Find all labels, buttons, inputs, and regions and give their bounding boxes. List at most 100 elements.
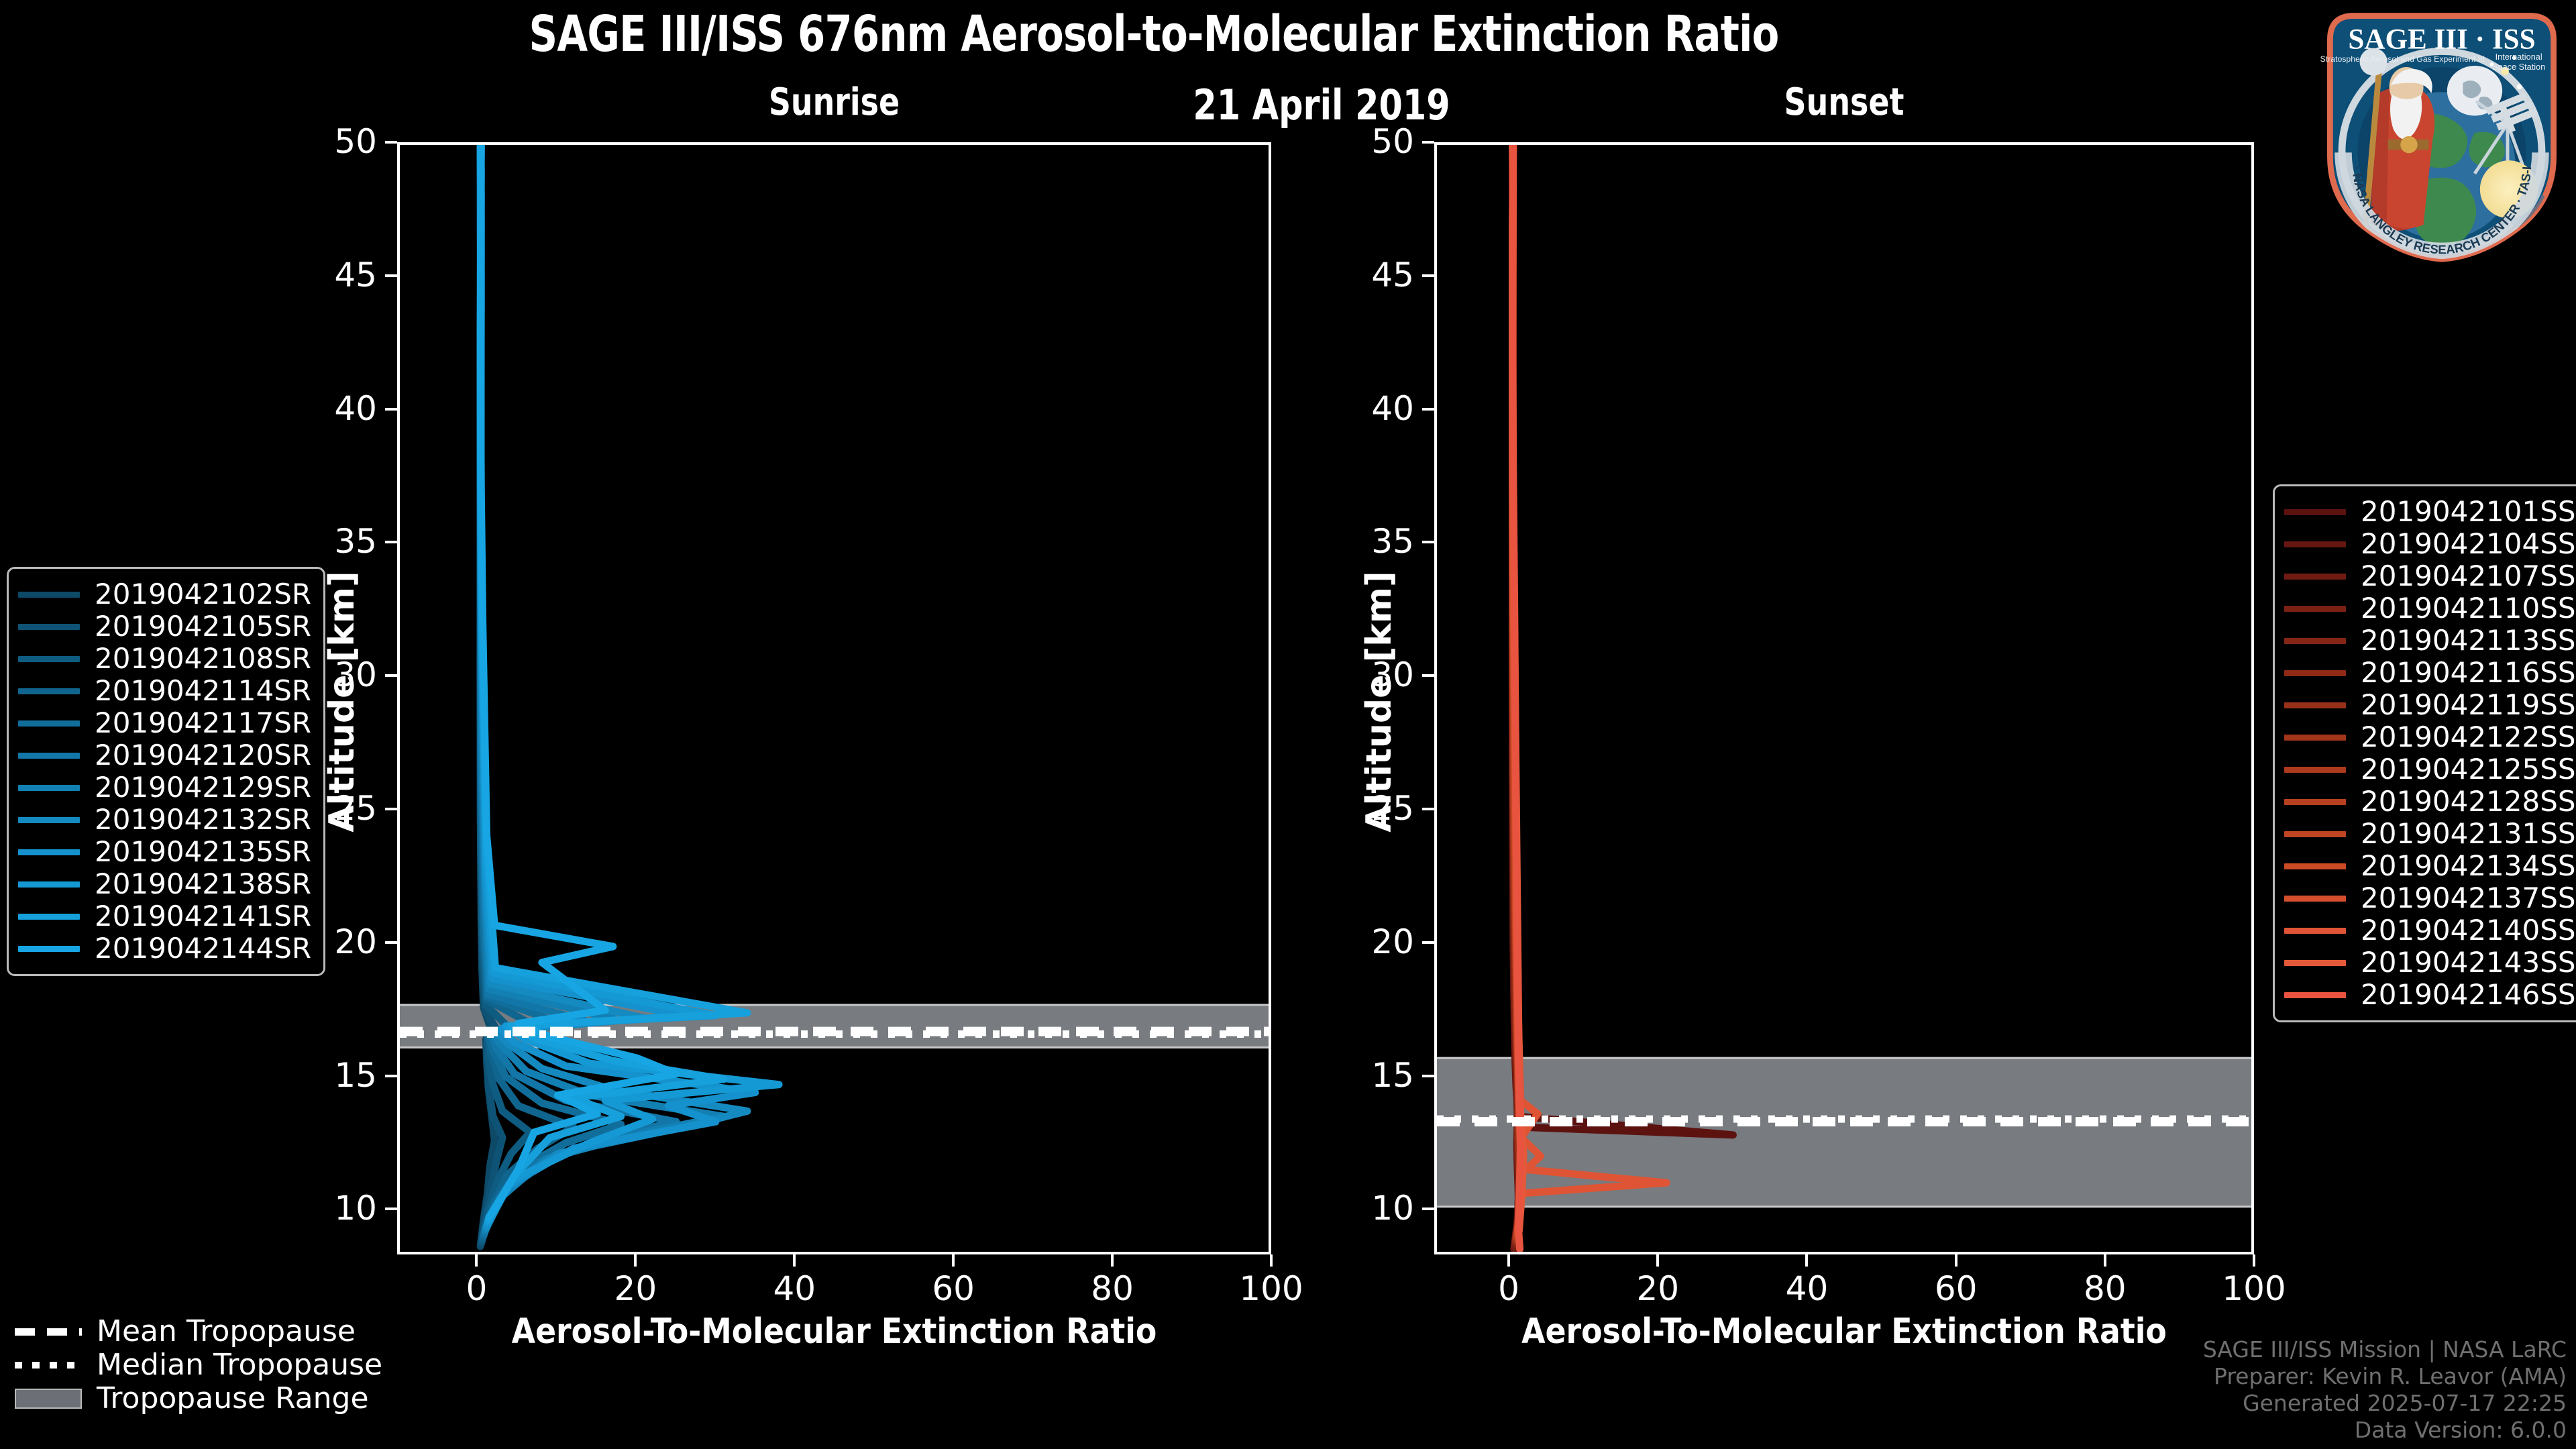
x-axis-tick-label: 40 [1785,1269,1829,1308]
credit-line-version: Data Version: 6.0.0 [2354,1417,2567,1443]
legend-label: 2019042131SS [2361,817,2576,850]
legend-line-icon [18,945,80,952]
legend-item[interactable]: 2019042110SS [2284,592,2576,625]
legend-label: 2019042143SS [2361,946,2576,979]
y-axis-tick-label: 45 [334,255,377,294]
legend-label: 2019042128SS [2361,785,2576,818]
legend-item[interactable]: 2019042146SS [2284,979,2576,1011]
legend-label: 2019042119SS [2361,688,2576,721]
legend-label-range: Tropopause Range [97,1381,369,1415]
legend-item[interactable]: 2019042104SS [2284,528,2576,560]
legend-item[interactable]: 2019042132SR [18,804,311,836]
y-axis-tick [385,674,397,678]
dashed-line-icon [15,1328,82,1336]
y-axis-tick-label: 25 [1371,789,1414,828]
legend-label: 2019042116SS [2361,656,2576,689]
credits-block: SAGE III/ISS Mission | NASA LaRC Prepare… [2203,1336,2567,1444]
y-axis-tick [385,274,397,277]
legend-line-icon [18,849,80,855]
x-axis-tick [793,1254,796,1267]
credit-line-preparer: Preparer: Kevin R. Leavor (AMA) [2214,1363,2567,1389]
y-axis-tick-label: 50 [1371,122,1414,161]
legend-item[interactable]: 2019042141SR [18,900,311,932]
legend-item[interactable]: 2019042105SR [18,610,311,643]
legend-label: 2019042114SR [95,674,312,707]
legend-label: 2019042144SR [95,932,312,965]
legend-line-icon [2284,798,2346,805]
y-axis-tick [1422,674,1434,678]
legend-item[interactable]: 2019042117SR [18,707,311,739]
sunset-y-axis-label: Altitude [km] [1359,571,1399,833]
legend-item[interactable]: 2019042107SS [2284,560,2576,592]
sunrise-panel-header: Sunrise [768,80,900,124]
legend-item[interactable]: 2019042108SR [18,643,311,675]
legend-item[interactable]: 2019042137SS [2284,882,2576,914]
legend-item[interactable]: 2019042116SS [2284,657,2576,689]
y-axis-tick-label: 10 [1371,1189,1414,1228]
legend-item[interactable]: 2019042143SS [2284,947,2576,979]
x-axis-tick [1111,1254,1114,1267]
y-axis-tick [385,808,397,810]
legend-item[interactable]: 2019042125SS [2284,753,2576,786]
legend-item[interactable]: 2019042122SS [2284,721,2576,753]
legend-line-icon [2284,895,2346,902]
legend-line-icon [2284,734,2346,741]
dotted-line-icon [15,1362,82,1368]
legend-line-icon [2284,991,2346,998]
legend-item-median-tropopause: Median Tropopause [15,1348,382,1382]
y-axis-tick-label: 40 [334,388,377,428]
x-axis-tick [1270,1254,1273,1267]
legend-item[interactable]: 2019042120SR [18,739,311,771]
legend-label: 2019042108SR [95,642,312,675]
y-axis-tick [385,141,397,144]
legend-label: 2019042104SS [2361,527,2576,560]
sunrise-legend[interactable]: 2019042102SR 2019042105SR 2019042108SR 2019… [7,567,326,976]
y-axis-tick [1422,808,1434,810]
legend-line-icon [18,752,80,759]
legend-line-icon [2284,637,2346,644]
y-axis-tick-label: 15 [1371,1055,1414,1095]
legend-label: 2019042107SS [2361,559,2576,592]
x-axis-tick-label: 40 [773,1269,816,1308]
legend-item[interactable]: 2019042129SR [18,771,311,804]
mission-patch-icon: SAGE III · ISS Stratospheric Aerosol and… [2306,0,2557,262]
legend-item[interactable]: 2019042101SS [2284,496,2576,528]
legend-item[interactable]: 2019042135SR [18,836,311,868]
legend-item[interactable]: 2019042113SS [2284,625,2576,657]
legend-line-icon [2284,605,2346,612]
legend-item[interactable]: 2019042138SR [18,868,311,900]
legend-line-icon [18,881,80,888]
legend-label: 2019042146SS [2361,978,2576,1011]
legend-item[interactable]: 2019042131SS [2284,818,2576,850]
legend-label: 2019042134SS [2361,849,2576,882]
sunrise-plot-area [400,145,1269,1252]
y-axis-tick [1422,941,1434,944]
y-axis-tick [385,541,397,544]
legend-label: 2019042132SR [95,803,312,836]
x-axis-tick [2253,1254,2255,1267]
legend-label: 2019042135SR [95,835,312,868]
credit-line-mission: SAGE III/ISS Mission | NASA LaRC [2202,1336,2567,1362]
legend-line-icon [18,784,80,791]
legend-label-mean: Mean Tropopause [97,1314,356,1348]
x-axis-tick-label: 100 [1239,1269,1303,1308]
x-axis-tick [1656,1254,1660,1267]
legend-line-icon [2284,573,2346,580]
legend-item[interactable]: 2019042128SS [2284,786,2576,818]
legend-line-icon [18,688,80,694]
legend-item[interactable]: 2019042134SS [2284,850,2576,882]
sunset-legend[interactable]: 2019042101SS 2019042104SS 2019042107SS 2019… [2273,484,2576,1022]
legend-item[interactable]: 2019042102SR [18,578,311,610]
y-axis-tick-label: 50 [334,122,377,161]
credit-line-generated: Generated 2025-07-17 22:25 [2243,1390,2567,1416]
x-axis-tick [634,1254,637,1267]
date-title: 21 April 2019 [1193,80,1450,129]
legend-item[interactable]: 2019042144SR [18,932,311,965]
legend-line-icon [2284,927,2346,934]
legend-item[interactable]: 2019042114SR [18,675,311,707]
legend-item[interactable]: 2019042119SS [2284,689,2576,721]
legend-item[interactable]: 2019042140SS [2284,914,2576,947]
legend-line-icon [18,655,80,662]
page-title: SAGE III/ISS 676nm Aerosol-to-Molecular … [529,5,1780,63]
legend-label: 2019042110SS [2361,592,2576,625]
